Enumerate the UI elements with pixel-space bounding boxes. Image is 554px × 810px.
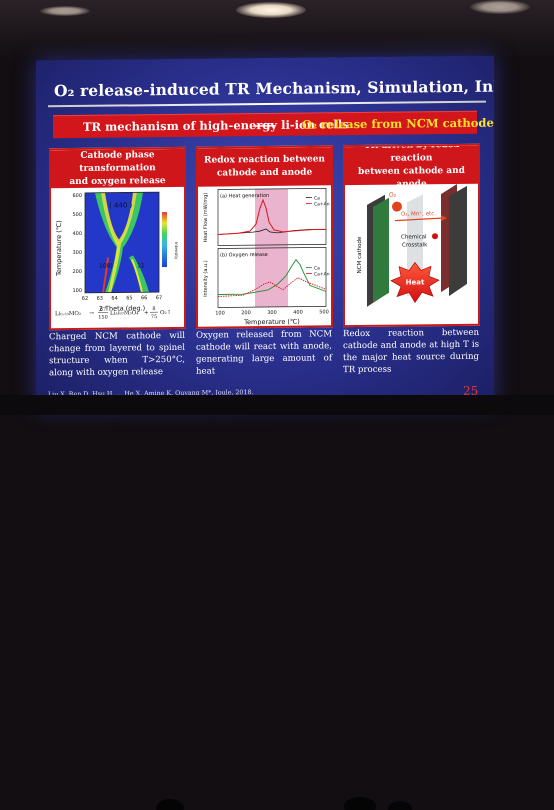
- banner-subtitle: O₂ release from NCM cathode: [302, 112, 494, 136]
- equation-lhs: Li₀.₃₃MO₂: [55, 311, 81, 317]
- panel-tr-driven: TR driven by redox reaction between cath…: [343, 144, 480, 327]
- crosstalk-label: Chemical: [401, 234, 427, 240]
- o2-label: O₂: [389, 192, 397, 199]
- y-tick-label: 200: [72, 269, 82, 275]
- equation-term: Li₃/₆₇M₃O₄: [110, 310, 139, 316]
- o2-molecule: [392, 202, 402, 212]
- ceiling-light: [470, 0, 530, 14]
- panel-caption: Redox reaction between cathode and anode…: [343, 327, 479, 384]
- fraction-numerator: 8: [152, 306, 155, 312]
- reaction-equation: Li₀.₃₃MO₂ → 67 150 Li₃/₆₇M₃O₄ + 8 75 O₂↑: [51, 301, 184, 326]
- panel-header-line: TR driven by redox reaction: [345, 144, 478, 166]
- presentation-slide: O₂ release-induced TR Mechanism, Simulat…: [36, 56, 494, 409]
- ceiling: [0, 0, 554, 58]
- legend-label: Ca+An: [314, 271, 330, 277]
- peak-label-108: 108): [99, 263, 113, 270]
- panel-header-line: cathode and anode: [204, 166, 325, 180]
- ceiling-light: [236, 2, 306, 18]
- panel-redox-reaction: Redox reaction between cathode and anode…: [196, 145, 333, 328]
- y-tick-label: 600: [72, 193, 82, 199]
- panel-caption: Oxygen released from NCM cathode will re…: [196, 328, 332, 385]
- y-axis-label: Temperature (℃): [55, 220, 63, 277]
- banner-arrow: ——: [253, 114, 276, 136]
- panel-caption: Charged NCM cathode will change from lay…: [49, 330, 185, 387]
- audience-silhouettes: [0, 790, 554, 810]
- audience-area: [0, 395, 554, 415]
- section-banner: TR mechanism of high-energy li-ion cells…: [53, 111, 477, 138]
- y-tick-label: 400: [72, 231, 82, 237]
- flow-label: O₂, Mn⁺, etc.: [401, 210, 436, 217]
- x-tick-label: 300: [267, 310, 277, 316]
- legend-label: Ca+An: [314, 201, 330, 207]
- audience-head: [156, 799, 184, 810]
- equation-term: O₂↑: [160, 309, 171, 316]
- y-axis-label-heat-flow: Heat Flow (mW/mg): [203, 193, 209, 243]
- peak-label-440: ( 440 ): [109, 201, 133, 209]
- audience-head: [388, 801, 412, 810]
- subplot-label-a: (a) Heat generation: [220, 193, 269, 200]
- equation-plus: +: [144, 310, 149, 316]
- ceiling-light: [40, 6, 90, 16]
- y-tick-label: 100: [72, 288, 82, 294]
- x-tick-label: 500: [319, 309, 329, 315]
- panel-header: TR driven by redox reaction between cath…: [345, 146, 478, 185]
- fraction-denominator: 75: [151, 314, 157, 320]
- x-tick-label: 200: [241, 310, 251, 316]
- y-tick-label: 500: [72, 212, 82, 218]
- crosstalk-schematic: O₂ O₂, Mn⁺, etc. Chemical Crosstalk NCM …: [345, 184, 478, 325]
- cathode-label: NCM cathode: [357, 236, 363, 273]
- x-tick-label: 100: [215, 310, 225, 316]
- colorbar-label: Intensity: [174, 242, 179, 260]
- legend-label: Ca: [314, 265, 320, 271]
- panel-phase-transformation: Cathode phase transformation and oxygen …: [49, 147, 186, 330]
- panel-header: Redox reaction between cathode and anode: [198, 147, 331, 186]
- y-tick-label: 300: [72, 250, 82, 256]
- legend-label: Ca: [314, 195, 320, 201]
- equation-arrow: →: [89, 310, 94, 317]
- cathode-layer: [373, 198, 389, 303]
- fraction-denominator: 150: [98, 315, 108, 321]
- reaction-spot: [432, 233, 438, 239]
- panel-header-line: Redox reaction between: [204, 153, 325, 167]
- dsc-ms-plot: (a) Heat generation (b) Oxygen release C…: [198, 185, 331, 326]
- x-tick-label: 400: [293, 310, 303, 316]
- panel-header-line: Cathode phase transformation: [51, 148, 184, 175]
- audience-head: [344, 797, 376, 810]
- panel-header: Cathode phase transformation and oxygen …: [51, 149, 184, 188]
- subplot-label-b: (b) Oxygen release: [220, 252, 268, 259]
- colorbar: [162, 212, 167, 267]
- crosstalk-label: Crosstalk: [402, 242, 428, 248]
- heat-label: Heat: [406, 278, 425, 286]
- fraction-numerator: 67: [100, 307, 106, 313]
- peak-label-11x: 11: [137, 262, 145, 269]
- y-axis-label-intensity: Intensity (a.u.): [203, 260, 209, 297]
- slide-title: O₂ release-induced TR Mechanism, Simulat…: [54, 77, 484, 104]
- anode-current-collector: [449, 186, 467, 296]
- x-axis-label: Temperature (℃): [243, 318, 300, 327]
